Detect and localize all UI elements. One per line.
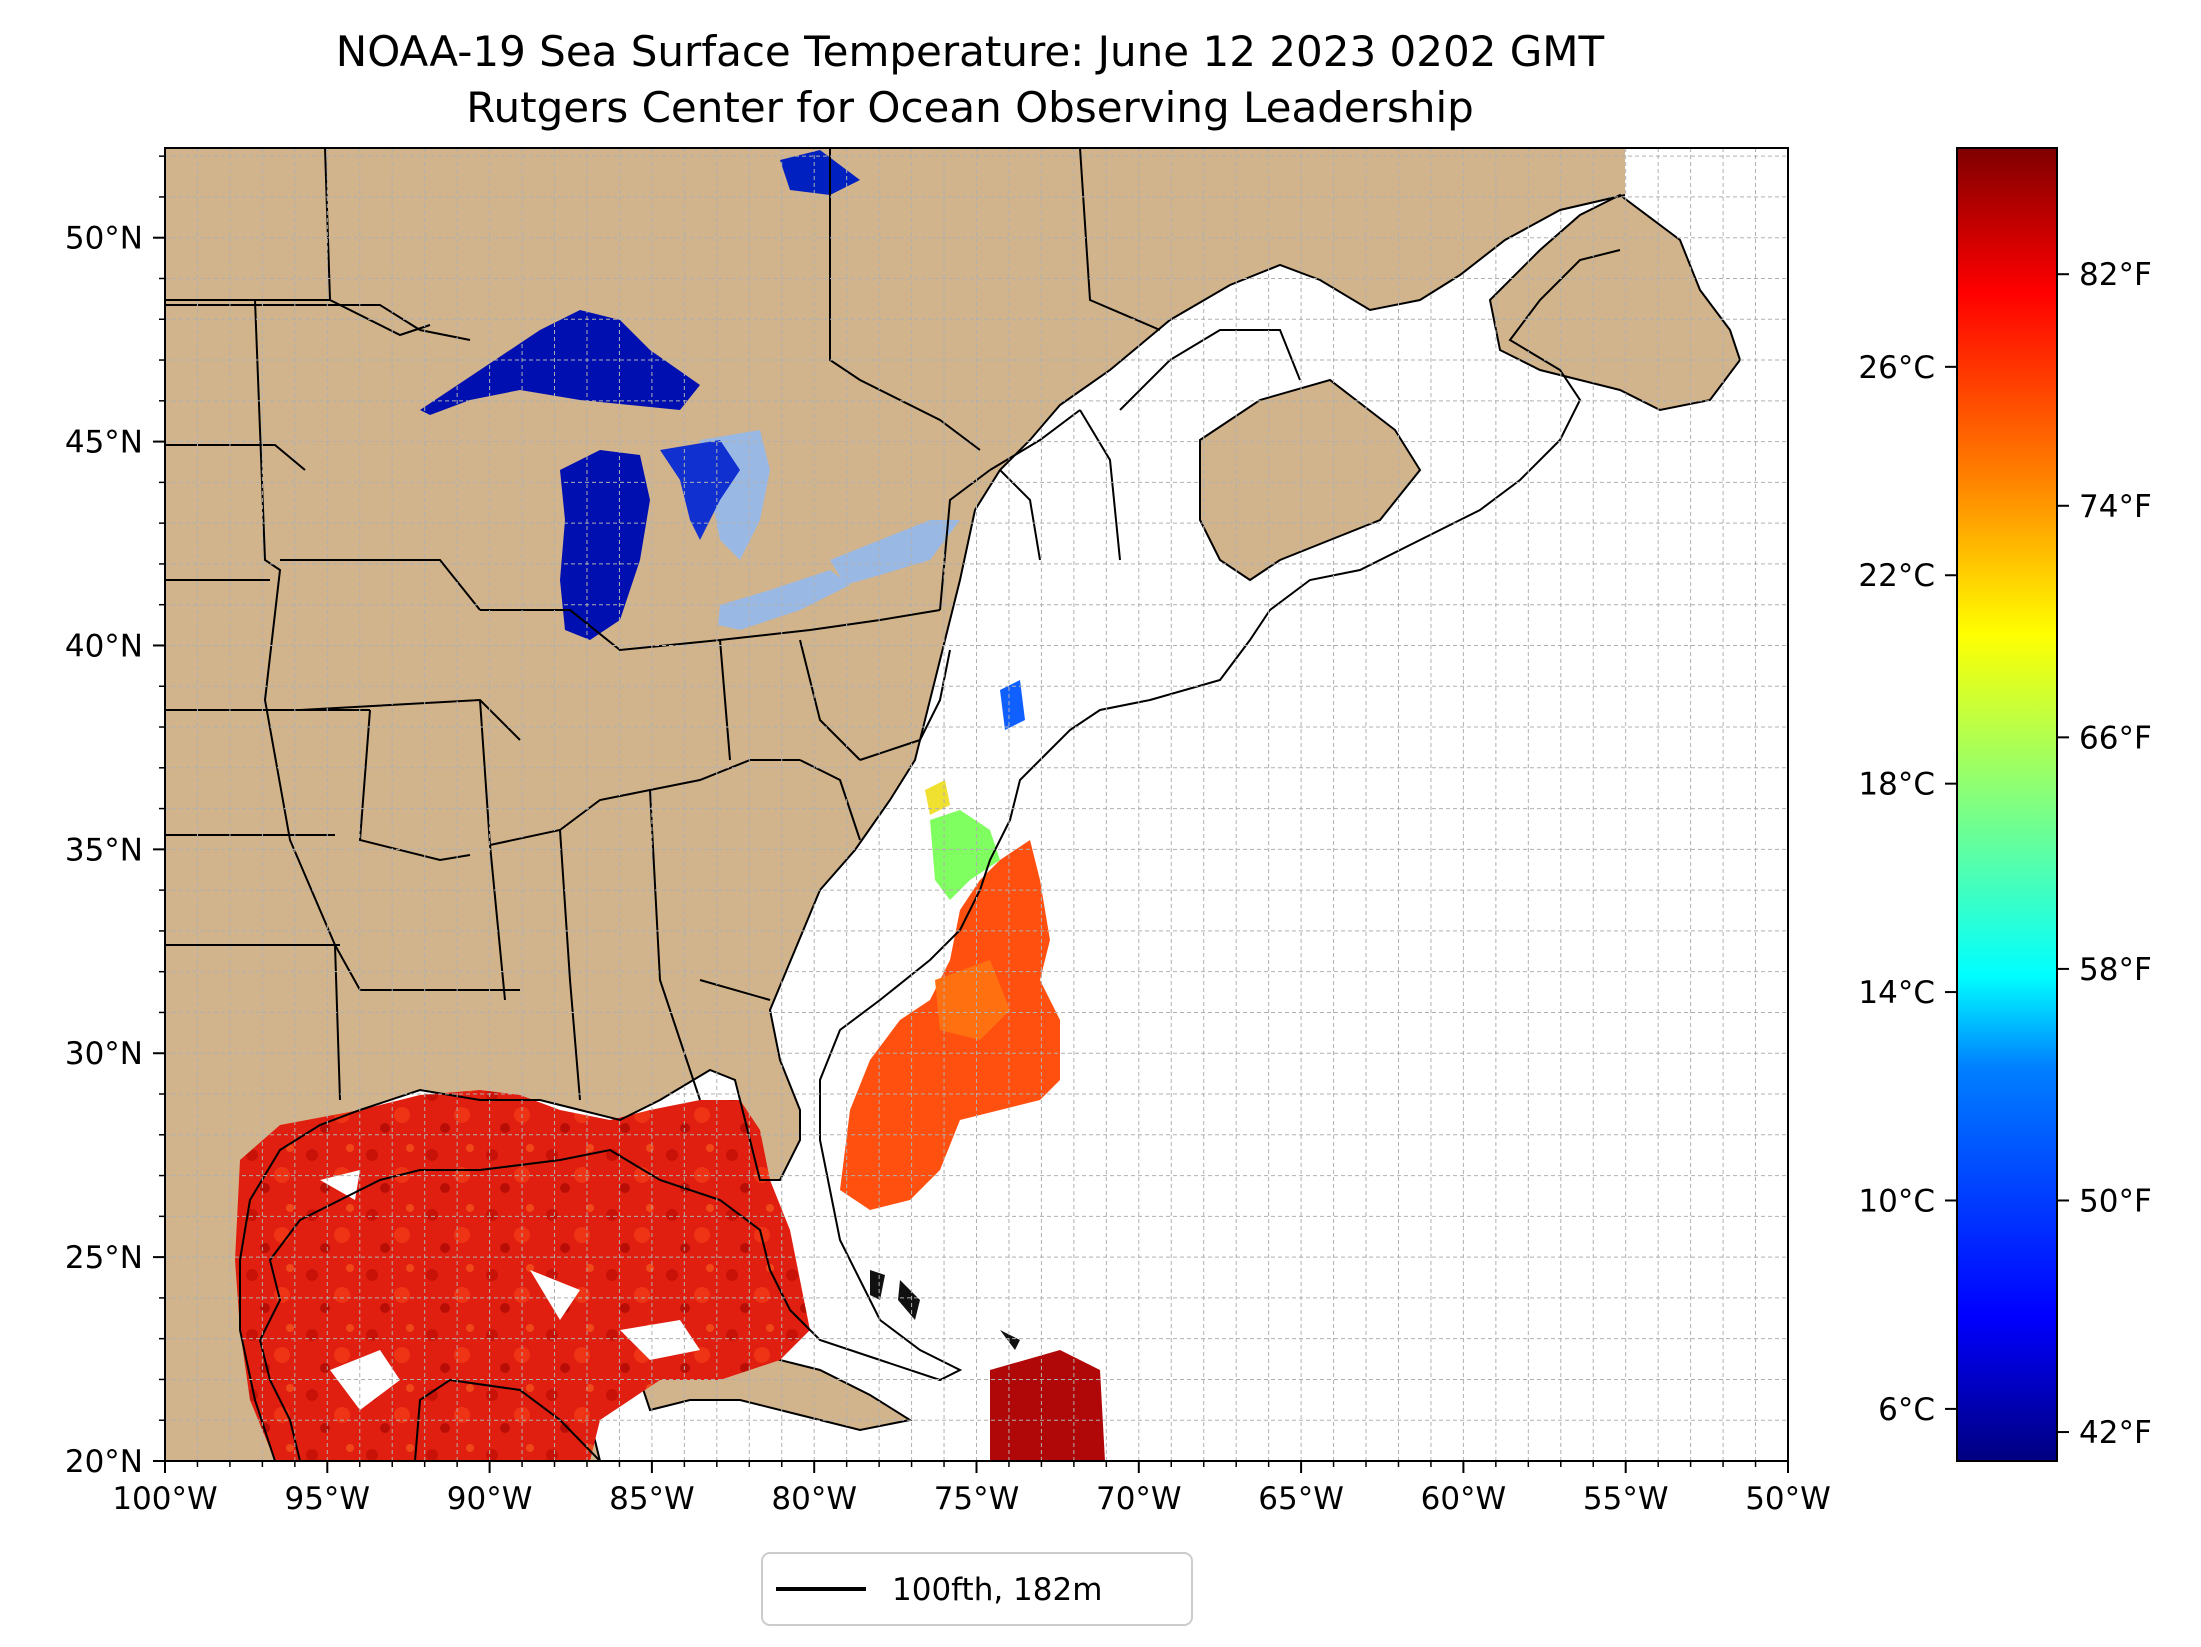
lon-tick-label: 70°W	[1096, 1481, 1182, 1517]
lon-tick-label: 60°W	[1421, 1481, 1507, 1517]
lat-tick-label: 45°N	[65, 425, 143, 461]
lake-huron-sst	[660, 440, 740, 540]
legend-label: 100fth, 182m	[892, 1572, 1102, 1608]
atlantic-sst-warm	[935, 960, 1010, 1040]
gridlines	[165, 148, 1788, 1461]
colorbar-celsius-axis: 26°C 22°C 18°C 14°C 10°C 6°C	[1858, 350, 1957, 1428]
ny-bight-sst	[1000, 680, 1025, 730]
lat-tick-label: 20°N	[65, 1444, 143, 1480]
colorbar-c-label: 10°C	[1858, 1183, 1935, 1219]
colorbar-c-label: 6°C	[1878, 1392, 1935, 1428]
lon-tick-label: 65°W	[1258, 1481, 1344, 1517]
figure-title: NOAA-19 Sea Surface Temperature: June 12…	[336, 27, 1605, 76]
caribbean-sst	[990, 1350, 1105, 1461]
colorbar-f-label: 50°F	[2079, 1183, 2152, 1219]
colorbar-f-label: 82°F	[2079, 257, 2152, 293]
colorbar-f-label: 42°F	[2079, 1415, 2152, 1451]
colorbar-f-label: 74°F	[2079, 489, 2152, 525]
latitude-axis: 20°N 25°N 30°N 35°N 40°N 45°N 50°N	[65, 155, 165, 1480]
lat-tick-label: 35°N	[65, 832, 143, 868]
colorbar-c-label: 18°C	[1858, 767, 1935, 803]
lon-tick-label: 50°W	[1745, 1481, 1831, 1517]
lon-tick-label: 95°W	[284, 1481, 370, 1517]
maritimes-land	[1199, 378, 1422, 582]
colorbar-c-label: 26°C	[1858, 350, 1935, 386]
lon-tick-label: 75°W	[934, 1481, 1020, 1517]
hatteras-sst	[930, 810, 1000, 900]
lon-tick-label: 55°W	[1583, 1481, 1669, 1517]
colorbar-fahrenheit-axis: 82°F 74°F 66°F 58°F 50°F 42°F	[2057, 257, 2152, 1451]
lat-tick-label: 30°N	[65, 1036, 143, 1072]
lat-tick-label: 25°N	[65, 1240, 143, 1276]
colorbar-c-label: 14°C	[1858, 975, 1935, 1011]
colorbar-f-label: 58°F	[2079, 952, 2152, 988]
bahamas-islands	[870, 1270, 1020, 1350]
map-panel: 100°W 95°W 90°W 85°W 80°W 75°W 70°W 65°W 60°W 55°…	[65, 147, 1831, 1517]
colorbar-gradient	[1956, 147, 2058, 1462]
legend-box	[761, 1552, 1193, 1626]
isobath-gulf-inner	[414, 1378, 601, 1461]
isobath-100fth	[258, 249, 1621, 1461]
lake-ontario	[830, 520, 960, 585]
longitude-axis: 100°W 95°W 90°W 85°W 80°W 75°W 70°W 65°W 60°W 55°…	[112, 1461, 1831, 1517]
north-america-land	[165, 148, 1625, 1461]
hudson-bay-sst	[780, 150, 860, 195]
lon-tick-label: 90°W	[447, 1481, 533, 1517]
colorbar-f-label: 66°F	[2079, 720, 2152, 756]
colorbar: 26°C 22°C 18°C 14°C 10°C 6°C 82°F 74°F 66°F 58°F…	[1858, 147, 2152, 1462]
lat-tick-label: 50°N	[65, 221, 143, 257]
lon-tick-label: 80°W	[771, 1481, 857, 1517]
lon-tick-label: 85°W	[609, 1481, 695, 1517]
lake-erie	[718, 570, 850, 630]
figure-subtitle: Rutgers Center for Ocean Observing Leade…	[466, 83, 1474, 132]
lat-tick-label: 40°N	[65, 628, 143, 664]
colorbar-c-label: 22°C	[1858, 558, 1935, 594]
coastline	[239, 194, 1626, 1461]
gulf-cloud-patches	[320, 1170, 700, 1410]
lake-michigan-sst	[560, 450, 650, 640]
lon-tick-label: 100°W	[112, 1481, 217, 1517]
legend: 100fth, 182m	[761, 1552, 1193, 1626]
